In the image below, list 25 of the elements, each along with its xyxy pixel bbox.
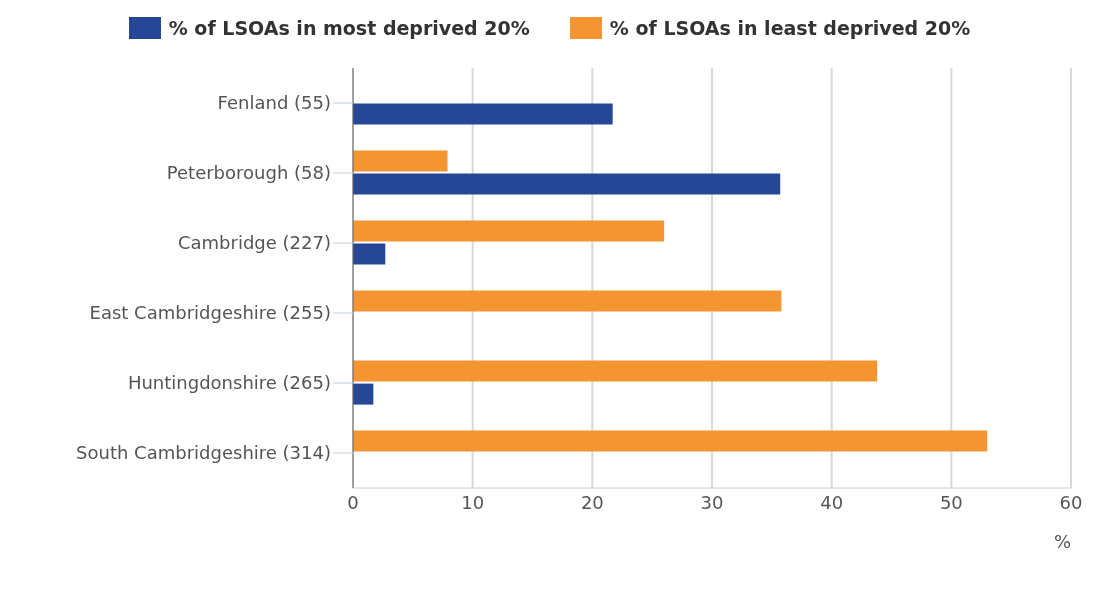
bar (353, 290, 782, 312)
legend-label: % of LSOAs in most deprived 20% (168, 17, 530, 39)
bar (353, 173, 781, 195)
bar (353, 383, 374, 405)
x-tick-label: 20 (580, 491, 604, 513)
bar (353, 243, 386, 265)
x-tick-label: 40 (820, 491, 844, 513)
y-tick-label: South Cambridgeshire (314) (76, 442, 331, 464)
y-tick-label: Fenland (55) (217, 92, 331, 114)
bar (353, 360, 878, 382)
x-tick-label: 50 (939, 491, 963, 513)
x-tick-label: 10 (461, 491, 485, 513)
y-tick-label: Huntingdonshire (265) (127, 372, 331, 394)
x-tick-label: 60 (1059, 491, 1083, 513)
y-tick-label: Cambridge (227) (177, 232, 331, 254)
bar (353, 103, 613, 125)
x-axis-title: % (1053, 531, 1071, 552)
bar (353, 150, 448, 172)
x-tick-label: 30 (700, 491, 724, 513)
bar (353, 220, 665, 242)
bar (353, 430, 988, 452)
y-tick-label: Peterborough (58) (166, 162, 331, 184)
x-tick-label: 0 (347, 491, 359, 513)
legend-label: % of LSOAs in least deprived 20% (609, 17, 971, 39)
y-tick-label: East Cambridgeshire (255) (89, 302, 331, 324)
